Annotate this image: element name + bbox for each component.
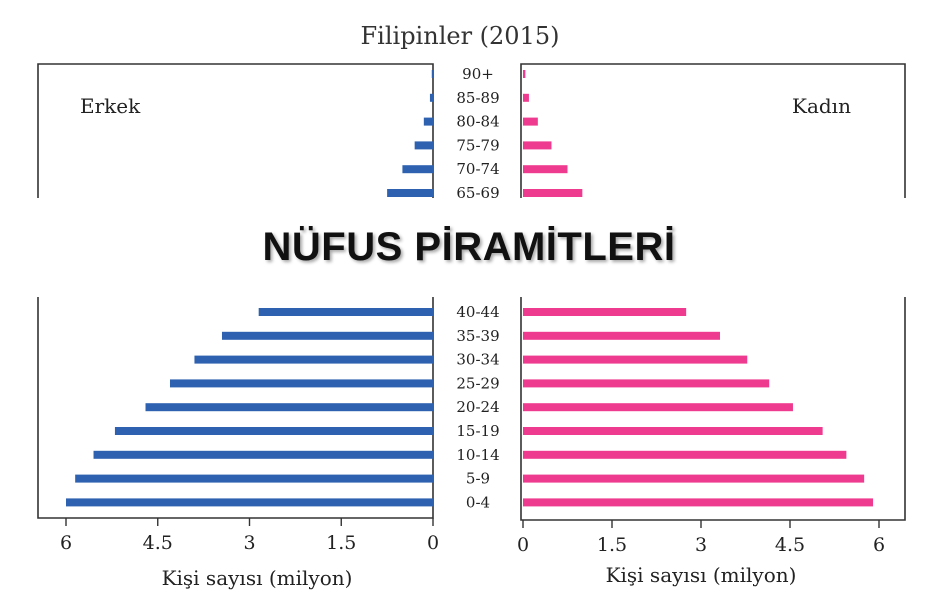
bar-male-65-69 <box>387 189 433 197</box>
bar-female-35-39 <box>523 331 720 340</box>
age-label-15-19: 15-19 <box>456 422 499 440</box>
age-label-90+: 90+ <box>462 65 494 83</box>
left-tick-label: 4.5 <box>143 532 173 554</box>
bar-male-70-74 <box>402 165 433 174</box>
bar-female-30-34 <box>523 355 748 364</box>
bar-female-10-14 <box>523 450 847 459</box>
age-label-65-69: 65-69 <box>456 184 499 202</box>
right-tick-label: 4.5 <box>775 534 805 556</box>
tick-layer: 6 4.5 3 1.5 0 0 1.5 3 4.5 6 <box>60 518 885 556</box>
age-label-30-34: 30-34 <box>456 351 499 369</box>
bar-male-90+ <box>431 70 433 78</box>
bar-male-5-9 <box>75 474 434 483</box>
bar-female-85-89 <box>523 93 529 102</box>
age-label-35-39: 35-39 <box>456 327 499 345</box>
age-label-25-29: 25-29 <box>456 374 499 392</box>
bar-female-5-9 <box>523 474 865 483</box>
bar-female-0-4 <box>523 498 874 507</box>
right-tick-label: 6 <box>873 534 885 556</box>
left-tick-label: 1.5 <box>326 532 356 554</box>
chart-title: Filipinler (2015) <box>361 22 560 50</box>
bar-female-75-79 <box>523 141 552 150</box>
age-labels: 90+ 85-89 80-84 75-79 70-74 65-69 40-44 35-39 30… <box>456 65 499 511</box>
bar-male-30-34 <box>194 355 433 364</box>
bar-male-80-84 <box>423 117 433 126</box>
age-label-80-84: 80-84 <box>456 113 499 131</box>
age-label-75-79: 75-79 <box>456 136 499 154</box>
bar-female-80-84 <box>523 117 538 126</box>
bar-male-10-14 <box>93 450 434 459</box>
left-tick-label: 0 <box>427 532 439 554</box>
left-tick-label: 6 <box>60 532 72 554</box>
age-label-10-14: 10-14 <box>456 446 499 464</box>
age-label-0-4: 0-4 <box>466 493 490 511</box>
bar-female-15-19 <box>523 427 823 435</box>
bar-male-20-24 <box>145 403 433 412</box>
right-tick-label: 3 <box>695 534 707 556</box>
female-label: Kadın <box>792 94 851 118</box>
bar-male-0-4 <box>66 498 433 507</box>
right-panel-frame <box>520 63 906 521</box>
left-axis-title: Kişi sayısı (milyon) <box>162 566 353 590</box>
bar-male-15-19 <box>114 427 433 435</box>
banner-title: NÜFUS PİRAMİTLERİ <box>262 225 676 269</box>
right-tick-label: 1.5 <box>597 534 627 556</box>
age-label-5-9: 5-9 <box>466 470 490 488</box>
bar-female-40-44 <box>523 308 687 316</box>
male-label: Erkek <box>80 94 141 118</box>
bar-female-65-69 <box>523 189 583 197</box>
bar-male-35-39 <box>221 331 433 340</box>
age-label-85-89: 85-89 <box>456 89 499 107</box>
right-axis-title: Kişi sayısı (milyon) <box>606 563 797 587</box>
age-label-20-24: 20-24 <box>456 398 499 416</box>
left-tick-label: 3 <box>243 532 255 554</box>
bar-female-25-29 <box>523 379 770 388</box>
bar-male-75-79 <box>414 141 433 150</box>
bar-female-20-24 <box>523 403 793 412</box>
age-label-70-74: 70-74 <box>456 160 499 178</box>
bar-male-85-89 <box>429 93 433 102</box>
bar-female-90+ <box>523 70 526 78</box>
bars-layer <box>66 70 874 507</box>
title-banner: NÜFUS PİRAMİTLERİ <box>0 198 938 297</box>
bar-male-40-44 <box>258 308 433 316</box>
age-label-40-44: 40-44 <box>456 303 499 321</box>
bar-male-25-29 <box>169 379 433 388</box>
right-tick-label: 0 <box>517 534 529 556</box>
bar-female-70-74 <box>523 165 568 174</box>
